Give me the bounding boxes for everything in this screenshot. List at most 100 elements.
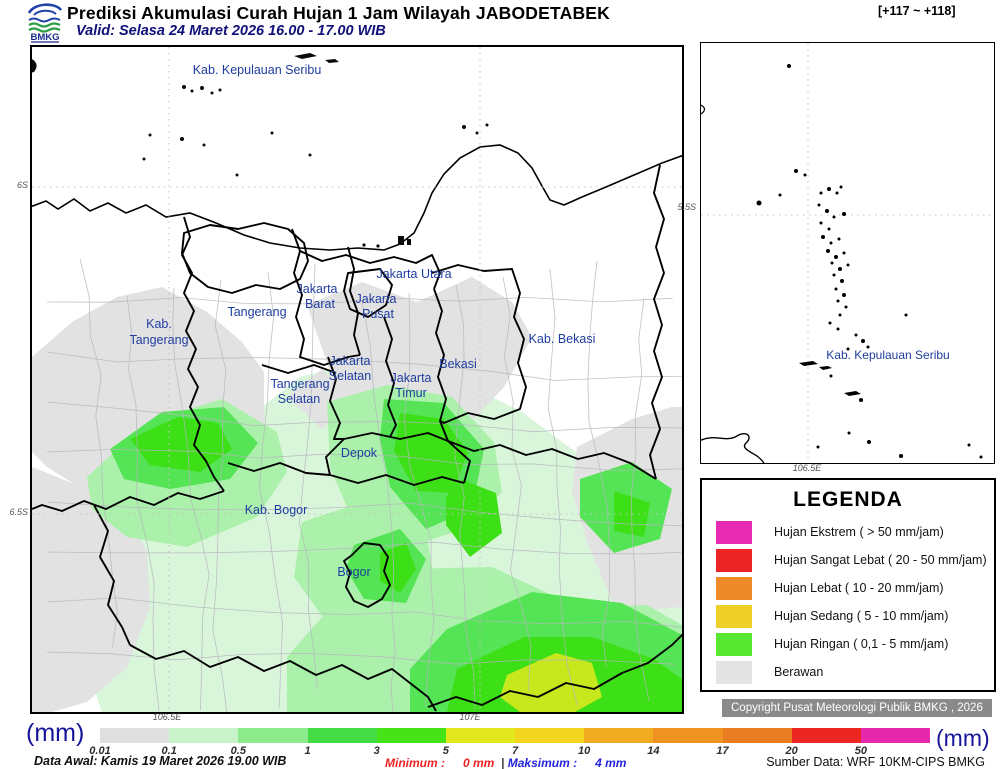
- sumber-data-text: Sumber Data: WRF 10KM-CIPS BMKG: [766, 755, 985, 769]
- legend-item-0: Hujan Ekstrem ( > 50 mm/jam): [716, 518, 994, 546]
- scale-tick-7: 7: [511, 745, 519, 757]
- inset-map-svg: Kab. Kepulauan Seribu: [698, 43, 994, 466]
- scale-segment-0: [100, 728, 170, 743]
- inset-graticule: [701, 43, 994, 463]
- maksimum-value: 4 mm: [595, 756, 627, 769]
- scale-tick-5: 5: [442, 745, 449, 757]
- label-jakarta-timur-2: Timur: [395, 386, 426, 400]
- scale-segment-2: [238, 728, 308, 743]
- inset-coastline: [698, 433, 766, 466]
- inset-lon-label: 106.5E: [792, 463, 822, 473]
- scale-segment-1: [169, 728, 239, 743]
- inset-islands: [756, 64, 983, 459]
- label-kab-bogor: Kab. Bogor: [245, 503, 308, 517]
- data-awal-text: Data Awal: Kamis 19 Maret 2026 19.00 WIB: [34, 754, 287, 768]
- label-kepulauan-seribu: Kab. Kepulauan Seribu: [193, 63, 322, 77]
- port-marks: [362, 236, 411, 248]
- label-tangerang-selatan-1: Tangerang: [270, 377, 329, 391]
- main-map-svg: Kab. Kepulauan Seribu Tangerang Kab. Tan…: [29, 47, 685, 712]
- inset-map-kepulauan-seribu: Kab. Kepulauan Seribu: [698, 42, 995, 466]
- subdistrict-boundaries: [46, 258, 684, 712]
- graticule: [32, 47, 682, 712]
- label-kab-tangerang-2: Tangerang: [129, 333, 188, 347]
- legend-item-2: Hujan Lebat ( 10 - 20 mm/jam): [716, 574, 994, 602]
- legend-swatch: [716, 548, 752, 572]
- scale-segment-3: [307, 728, 377, 743]
- scale-segment-4: [376, 728, 446, 743]
- legend-title: LEGENDA: [793, 488, 903, 511]
- scale-unit-left: (mm): [26, 719, 85, 747]
- legend-swatch: [716, 520, 752, 544]
- inset-label-kepulauan-seribu: Kab. Kepulauan Seribu: [826, 348, 949, 362]
- color-scale-bar: [100, 728, 931, 743]
- legend-item-4: Hujan Ringan ( 0,1 - 5 mm/jam): [716, 630, 994, 658]
- lon-label-106-5e: 106.5E: [152, 712, 182, 722]
- legend-item-3: Hujan Sedang ( 5 - 10 mm/jam): [716, 602, 994, 630]
- inset-lat-label: 5.5S: [677, 202, 696, 212]
- scale-segment-11: [860, 728, 931, 743]
- bmkg-logo-icon: BMKG: [27, 3, 63, 43]
- label-tangerang: Tangerang: [227, 305, 286, 319]
- legend: LEGENDA Hujan Ekstrem ( > 50 mm/jam) Huja…: [700, 478, 996, 692]
- scale-segment-10: [791, 728, 861, 743]
- scale-unit-right: (mm): [936, 725, 990, 751]
- islands: [30, 53, 489, 177]
- label-jakarta-selatan-2: Selatan: [329, 369, 371, 383]
- legend-label: Hujan Sedang ( 5 - 10 mm/jam): [774, 609, 949, 623]
- lat-label-6s: 6S: [16, 180, 28, 190]
- scale-segment-8: [653, 728, 723, 743]
- region-labels: Kab. Kepulauan Seribu Tangerang Kab. Tan…: [129, 63, 595, 579]
- legend-label: Berawan: [774, 665, 824, 679]
- scale-tick-3: 3: [373, 745, 380, 757]
- legend-label: Hujan Ekstrem ( > 50 mm/jam): [774, 525, 944, 539]
- label-jakarta-barat-2: Barat: [305, 297, 335, 311]
- inset-edge-island: [700, 104, 706, 115]
- label-jakarta-timur-1: Jakarta: [391, 371, 432, 385]
- scale-segment-7: [584, 728, 654, 743]
- copyright-note: Copyright Pusat Meteorologi Publik BMKG …: [722, 699, 992, 717]
- label-jakarta-pusat-2: Pusat: [362, 307, 394, 321]
- legend-item-1: Hujan Sangat Lebat ( 20 - 50 mm/jam): [716, 546, 994, 574]
- legend-rows: Hujan Ekstrem ( > 50 mm/jam) Hujan Sangat…: [702, 518, 994, 686]
- forecast-hour-range: [+117 ~ +118]: [878, 4, 956, 18]
- legend-swatch: [716, 660, 752, 684]
- lat-label-6-5s: 6.5S: [9, 507, 28, 517]
- main-map: Kab. Kepulauan Seribu Tangerang Kab. Tan…: [29, 45, 685, 714]
- scale-tick-0.1: 0.1: [161, 745, 177, 757]
- legend-swatch: [716, 632, 752, 656]
- minimum-value: 0 mm: [463, 756, 495, 769]
- scale-segment-5: [445, 728, 516, 743]
- scale-tick-14: 14: [647, 745, 660, 757]
- lon-label-107e: 107E: [459, 712, 481, 722]
- label-depok: Depok: [341, 446, 378, 460]
- legend-label: Hujan Sangat Lebat ( 20 - 50 mm/jam): [774, 553, 987, 567]
- page-title: Prediksi Akumulasi Curah Hujan 1 Jam Wil…: [67, 3, 610, 23]
- legend-swatch: [716, 576, 752, 600]
- scale-tick-50: 50: [854, 745, 867, 757]
- bmkg-logo: BMKG: [26, 1, 64, 43]
- scale-segment-6: [515, 728, 585, 743]
- scale-tick-17: 17: [716, 745, 729, 757]
- bmkg-logo-text: BMKG: [30, 32, 59, 43]
- label-bekasi: Bekasi: [439, 357, 477, 371]
- min-max-text: Minimum : 0 mm | Maksimum : 4 mm: [385, 756, 626, 769]
- label-tangerang-selatan-2: Selatan: [278, 392, 320, 406]
- label-kab-tangerang-1: Kab.: [146, 317, 172, 331]
- label-jakarta-pusat-1: Jakarta: [356, 292, 397, 306]
- legend-label: Hujan Ringan ( 0,1 - 5 mm/jam): [774, 637, 949, 651]
- scale-tick-1: 1: [304, 745, 311, 757]
- legend-label: Hujan Lebat ( 10 - 20 mm/jam): [774, 581, 944, 595]
- label-kab-bekasi: Kab. Bekasi: [529, 332, 596, 346]
- label-jakarta-utara: Jakarta Utara: [376, 267, 451, 281]
- label-jakarta-barat-1: Jakarta: [297, 282, 338, 296]
- minmax-separator: |: [501, 756, 505, 769]
- minimum-label: Minimum :: [385, 756, 445, 769]
- district-boundaries: [31, 164, 685, 712]
- coastline: [29, 144, 685, 251]
- scale-segment-9: [722, 728, 792, 743]
- scale-tick-0.01: 0.01: [89, 745, 111, 757]
- legend-item-5: Berawan: [716, 658, 994, 686]
- legend-swatch: [716, 604, 752, 628]
- label-jakarta-selatan-1: Jakarta: [330, 354, 371, 368]
